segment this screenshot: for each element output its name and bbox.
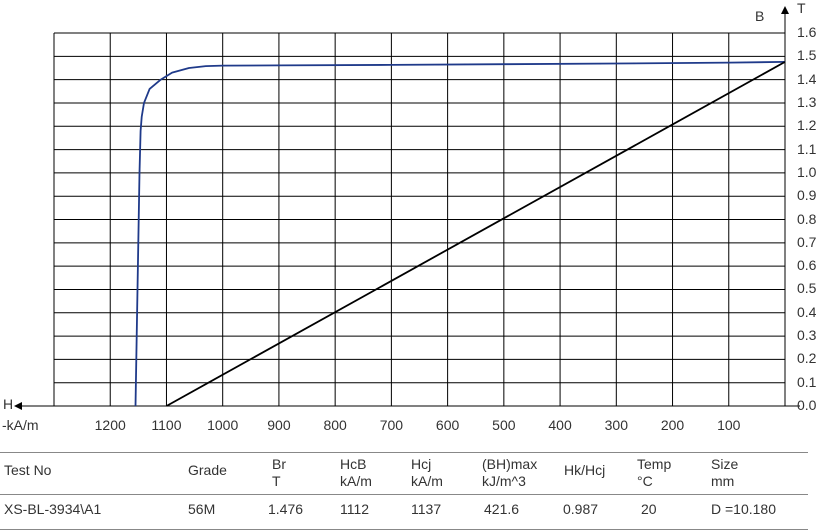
table-header-line: Br [272,456,286,472]
y-tick-label: 1.4 [797,70,817,87]
table-header-cell: Temp °C [637,456,671,490]
x-tick-label: 500 [492,417,516,433]
table-header-cell: Grade [188,462,227,479]
x-tick-label: 400 [548,417,572,433]
x-tick-label: 100 [717,417,741,433]
table-header-line: Grade [188,462,227,478]
table-header-line: T [272,473,281,489]
table-cell: D =10.180 [711,501,776,517]
table-header-line: kA/m [340,473,372,489]
x-axis-arrowhead [14,402,22,410]
table-header-line: Size [711,456,739,472]
table-cell: 1112 [340,501,370,517]
y-tick-label: 0.5 [797,280,817,297]
y-tick-label: 1.2 [797,117,817,134]
table-header-cell: Hcj kA/m [411,456,443,490]
table-top-rule [0,452,808,453]
table-header-cell: Hk/Hcj [564,462,605,479]
y-tick-label: 0.1 [797,373,817,390]
table-cell: XS-BL-3934\A1 [4,501,102,517]
table-header-line: (BH)max [482,456,538,472]
x-tick-label: 800 [323,417,347,433]
y-axis-label: B [755,8,765,24]
chart-grid [53,32,786,407]
table-header-line: Hcj [411,456,432,472]
table-header-cell: Size mm [711,456,738,490]
table-cell: 1.476 [268,501,304,517]
x-tick-label: 300 [604,417,628,433]
table-header-line: Test No [4,462,52,478]
x-tick-label: 700 [379,417,404,433]
table-cell: 20 [641,501,657,517]
x-tick-label: 1000 [207,417,239,433]
x-tick-label: 200 [660,417,685,433]
table-header-cell: Test No [4,462,51,479]
bh-curve-chart [14,6,800,410]
y-tick-label: 1.3 [797,93,817,110]
table-cell: 421.6 [484,501,520,517]
x-tick-label: 900 [267,417,291,433]
table-header-rule [0,494,808,495]
table-header-line: mm [711,473,735,489]
table-cell: 0.987 [563,501,599,517]
x-tick-label: 1100 [151,417,182,433]
y-tick-label: 0.7 [797,233,817,250]
chart-series [134,61,786,407]
table-header-line: Hk/Hcj [564,462,606,478]
table-header-line: Temp [637,456,672,472]
table-header-line: kA/m [411,473,443,489]
chart-axes [14,6,800,410]
y-tick-label: 1.1 [797,140,817,157]
table-header-line: HcB [340,456,367,472]
table-cell: 56M [188,501,216,517]
table-header-line: °C [637,473,653,489]
y-tick-label: 0.2 [797,350,817,367]
x-tick-label: 1200 [94,417,126,433]
x-axis-unit: -kA/m [2,417,39,433]
y-tick-label: 0.6 [797,257,817,274]
y-axis-arrowhead [781,6,789,14]
y-tick-label: 1.0 [797,163,817,180]
table-header-cell: Br T [272,456,286,490]
y-tick-label: 0.4 [797,303,817,320]
table-header-line: kJ/m^3 [482,473,526,489]
test-results-table: Test No Grade Br T HcB kA/m Hcj kA/m (BH)max kJ/m… [0,452,808,530]
y-tick-label: 1.6 [797,24,817,40]
x-axis-label: H [3,396,14,412]
y-tick-label: 0.0 [797,397,817,413]
y-tick-label: 1.5 [797,47,817,64]
y-tick-label: 0.9 [797,187,817,204]
x-tick-label: 600 [435,417,460,433]
table-header-cell: (BH)max kJ/m^3 [482,456,537,490]
y-tick-label: 0.3 [797,327,817,344]
series-line-1 [134,61,786,407]
y-tick-label: 0.8 [797,210,817,227]
series-line-2 [166,61,786,407]
y-axis-unit: T [797,0,806,16]
table-cell: 1137 [411,501,442,517]
table-header-cell: HcB kA/m [340,456,372,490]
